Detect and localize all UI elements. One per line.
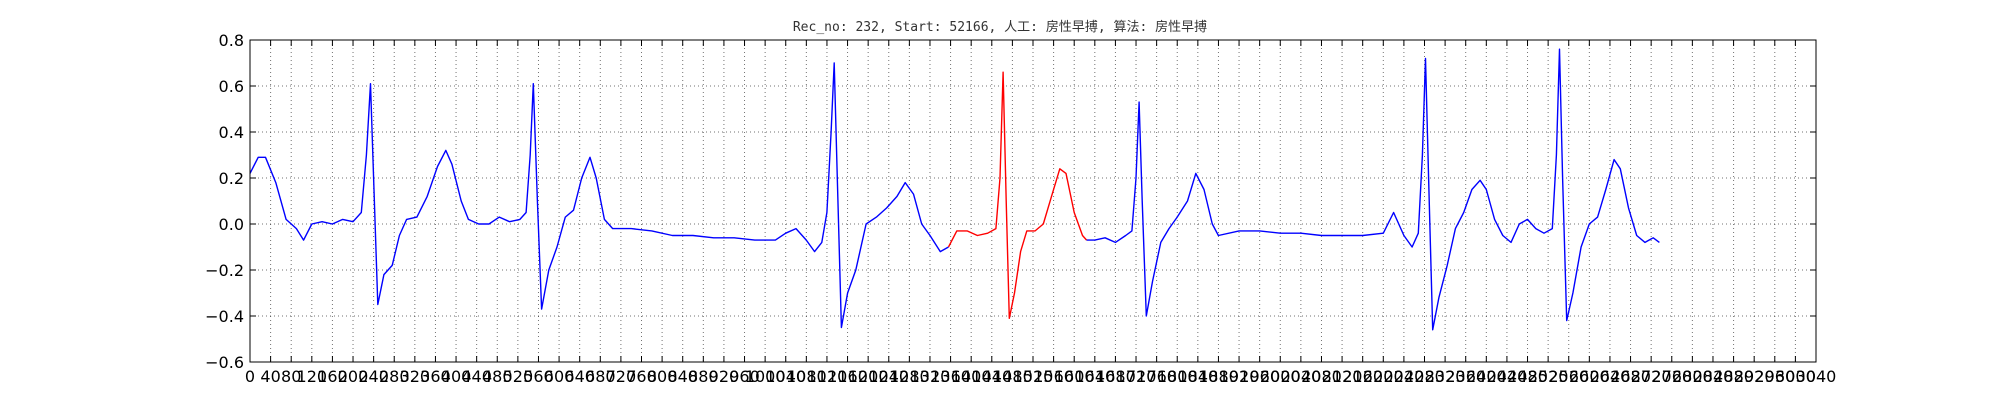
- x-tick-label: 2800: [1672, 367, 1713, 386]
- x-tick-label: 360: [420, 367, 451, 386]
- x-tick-label: 2680: [1610, 367, 1651, 386]
- x-tick-label: 2560: [1548, 367, 1589, 386]
- x-tick-label: 1960: [1239, 367, 1280, 386]
- tick-layer: −0.6−0.4−0.20.00.20.40.60.80 40 8012016020…: [205, 31, 1836, 386]
- x-tick-label: 2000: [1260, 367, 1301, 386]
- x-tick-label: 2480: [1507, 367, 1548, 386]
- x-tick-label: 1080: [786, 367, 827, 386]
- x-tick-label: 1840: [1177, 367, 1218, 386]
- x-tick-label: 400: [441, 367, 472, 386]
- x-tick-label: 1040: [765, 367, 806, 386]
- x-tick-label: 680: [585, 367, 616, 386]
- x-tick-label: 840: [667, 367, 698, 386]
- x-tick-label: 2240: [1384, 367, 1425, 386]
- x-tick-label: 760: [626, 367, 657, 386]
- series-line-1: [249, 62, 949, 329]
- x-tick-label: 1120: [807, 367, 848, 386]
- x-tick-label: 3000: [1775, 367, 1816, 386]
- x-tick-label: 240: [358, 367, 389, 386]
- x-tick-label: 80: [281, 367, 301, 386]
- x-tick-label: 3040: [1796, 367, 1837, 386]
- x-tick-label: 920: [709, 367, 740, 386]
- x-tick-label: 960: [729, 367, 760, 386]
- x-tick-label: 1240: [868, 367, 909, 386]
- x-tick-label: 2720: [1631, 367, 1672, 386]
- x-tick-label: 1760: [1136, 367, 1177, 386]
- x-tick-label: 2040: [1281, 367, 1322, 386]
- x-tick-label: 2320: [1425, 367, 1466, 386]
- series-line-2: [947, 71, 1088, 319]
- x-tick-label: 1280: [889, 367, 930, 386]
- grid-layer: [250, 40, 1816, 362]
- chart-title: Rec_no: 232, Start: 52166, 人工: 房性早搏, 算法:…: [793, 19, 1207, 35]
- x-tick-label: 1480: [992, 367, 1033, 386]
- x-tick-label: 2280: [1404, 367, 1445, 386]
- x-tick-label: 2200: [1363, 367, 1404, 386]
- x-tick-label: 1560: [1033, 367, 1074, 386]
- x-tick-label: 1520: [1013, 367, 1054, 386]
- x-tick-label: 640: [564, 367, 595, 386]
- x-tick-label: 2400: [1466, 367, 1507, 386]
- x-tick-label: 160: [317, 367, 348, 386]
- series-layer: [249, 48, 1660, 331]
- x-tick-label: 2600: [1569, 367, 1610, 386]
- x-tick-label: 2760: [1651, 367, 1692, 386]
- x-tick-label: 2920: [1734, 367, 1775, 386]
- x-tick-label: 2120: [1322, 367, 1363, 386]
- y-tick-label: 0.2: [219, 169, 244, 188]
- y-tick-label: 0.4: [219, 123, 244, 142]
- x-tick-label: 2880: [1713, 367, 1754, 386]
- series-line-3: [1086, 48, 1660, 331]
- x-tick-label: 600: [544, 367, 575, 386]
- x-tick-label: 120: [297, 367, 328, 386]
- y-tick-label: 0.6: [219, 77, 244, 96]
- x-tick-label: 1800: [1157, 367, 1198, 386]
- y-tick-label: −0.4: [205, 307, 244, 326]
- x-tick-label: 2360: [1445, 367, 1486, 386]
- x-tick-label: 200: [338, 367, 369, 386]
- x-tick-label: 1320: [910, 367, 951, 386]
- x-tick-label: 480: [482, 367, 513, 386]
- x-tick-label: 0: [245, 367, 255, 386]
- x-tick-label: 2160: [1342, 367, 1383, 386]
- x-tick-label: 2520: [1528, 367, 1569, 386]
- x-tick-label: 1600: [1054, 367, 1095, 386]
- y-tick-label: 0.0: [219, 215, 244, 234]
- x-tick-label: 1640: [1074, 367, 1115, 386]
- x-tick-label: 560: [523, 367, 554, 386]
- x-tick-label: 800: [647, 367, 678, 386]
- x-tick-label: 1360: [930, 367, 971, 386]
- x-tick-label: 1920: [1219, 367, 1260, 386]
- x-tick-label: 1680: [1095, 367, 1136, 386]
- x-tick-label: 40: [260, 367, 280, 386]
- x-tick-label: 1160: [827, 367, 868, 386]
- x-tick-label: 440: [461, 367, 492, 386]
- x-tick-label: 1720: [1116, 367, 1157, 386]
- x-tick-label: 1440: [971, 367, 1012, 386]
- x-tick-label: 1880: [1198, 367, 1239, 386]
- x-tick-label: 320: [400, 367, 431, 386]
- x-tick-label: 520: [503, 367, 534, 386]
- x-tick-label: 2640: [1590, 367, 1631, 386]
- x-tick-label: 880: [688, 367, 719, 386]
- x-tick-label: 1400: [951, 367, 992, 386]
- y-tick-label: −0.6: [205, 353, 244, 372]
- x-tick-label: 2960: [1754, 367, 1795, 386]
- x-tick-label: 2440: [1487, 367, 1528, 386]
- x-tick-label: 1000: [745, 367, 786, 386]
- x-tick-label: 280: [379, 367, 410, 386]
- y-tick-label: −0.2: [205, 261, 244, 280]
- x-tick-label: 1200: [848, 367, 889, 386]
- x-tick-label: 720: [606, 367, 637, 386]
- x-tick-label: 2080: [1301, 367, 1342, 386]
- y-tick-label: 0.8: [219, 31, 244, 50]
- x-tick-label: 2840: [1693, 367, 1734, 386]
